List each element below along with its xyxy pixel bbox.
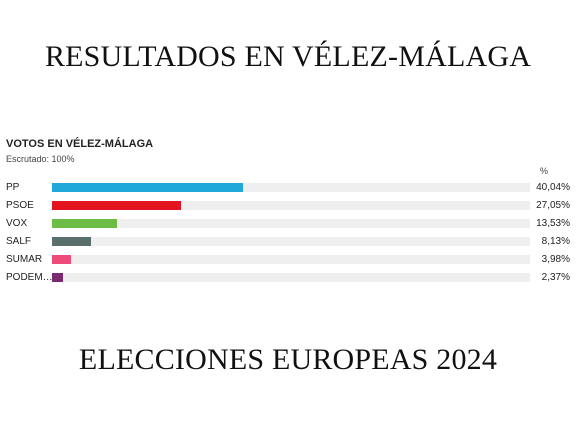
headline-top: RESULTADOS EN VÉLEZ-MÁLAGA [44,40,532,73]
percent-column-header: % [540,166,549,176]
bar-track [52,237,530,246]
bar [52,273,64,282]
bar-row: PP 40,04% [0,181,576,195]
bar [52,255,72,264]
bar-track [52,255,530,264]
bar-value-label: 27,05% [536,200,570,211]
chart-title: VOTOS EN VÉLEZ-MÁLAGA [6,138,154,150]
bar-row: PODEM… 2,37% [0,271,576,285]
chart-subtitle: Escrutado: 100% [6,154,75,164]
bar-row: SUMAR 3,98% [0,253,576,267]
bar [52,201,182,210]
bar-track [52,201,530,210]
bar-label: PSOE [6,200,34,211]
bar-value-label: 8,13% [541,236,570,247]
bar-track [52,273,530,282]
bar [52,183,244,192]
bar-value-label: 3,98% [541,254,570,265]
bar-value-label: 2,37% [541,272,570,283]
bar-row: PSOE 27,05% [0,199,576,213]
bar [52,219,117,228]
bar-label: SALF [6,236,32,247]
bar-value-label: 13,53% [536,218,570,229]
bar-label: VOX [6,218,28,229]
bar-row: SALF 8,13% [0,235,576,249]
bar-track [52,219,530,228]
bar-label: SUMAR [6,254,43,265]
bar-label: PODEM… [6,272,53,283]
bar-value-label: 40,04% [536,182,570,193]
bar-row: VOX 13,53% [0,217,576,231]
headline-bottom: ELECCIONES EUROPEAS 2024 [78,343,498,376]
bar-track [52,183,530,192]
bar [52,237,91,246]
bar-label: PP [6,182,20,193]
